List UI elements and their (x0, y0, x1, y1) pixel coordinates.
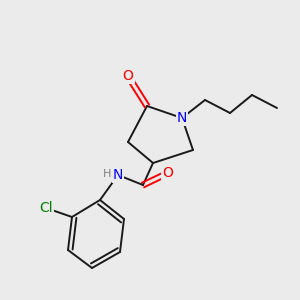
Text: O: O (123, 69, 134, 83)
Text: Cl: Cl (39, 201, 53, 215)
Text: O: O (163, 166, 173, 180)
Text: N: N (177, 111, 187, 125)
Text: H: H (103, 169, 111, 179)
Text: N: N (113, 168, 123, 182)
